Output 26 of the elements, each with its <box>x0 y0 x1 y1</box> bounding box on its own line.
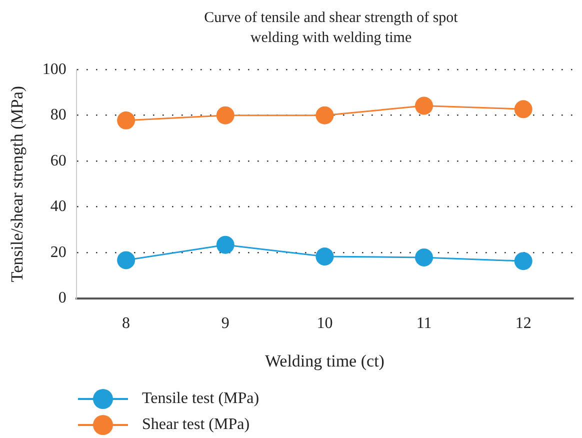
x-tick-label: 11 <box>416 315 432 332</box>
point <box>316 106 334 124</box>
point <box>117 251 136 270</box>
point <box>216 236 234 254</box>
x-tick-label: 12 <box>515 315 532 332</box>
legend-label: Shear test (MPa) <box>142 416 250 434</box>
y-axis-title: Tensile/shear strength (MPa) <box>8 86 27 282</box>
x-tick-label: 10 <box>316 315 333 332</box>
point <box>514 100 532 118</box>
y-tick-label: 20 <box>50 244 66 261</box>
point <box>316 248 334 266</box>
point <box>117 111 136 130</box>
point <box>216 106 234 124</box>
y-tick-label: 80 <box>50 106 66 124</box>
y-tick-label: 100 <box>42 60 66 78</box>
point <box>514 252 532 270</box>
x-tick-label: 9 <box>221 315 230 332</box>
chart-title: Curve of tensile and shear strength of spot welding with welding time <box>203 9 459 48</box>
legend-label: Tensile test (MPa) <box>142 390 260 408</box>
point <box>415 248 434 266</box>
y-tick-label: 40 <box>50 198 66 216</box>
x-axis-title: Welding time (ct) <box>264 351 384 370</box>
y-tick-label: 60 <box>50 152 66 170</box>
x-tick-label: 8 <box>122 315 130 332</box>
y-tick-label: 0 <box>58 290 66 307</box>
point <box>415 96 434 115</box>
